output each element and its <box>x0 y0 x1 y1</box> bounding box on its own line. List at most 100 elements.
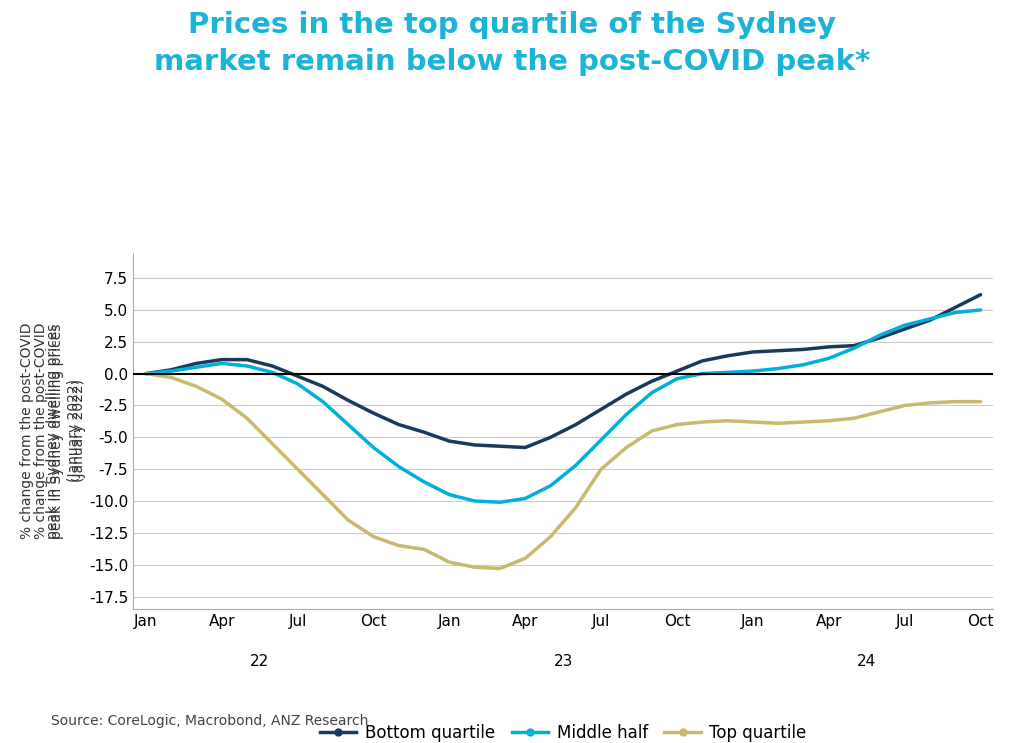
Middle half <box>418 478 430 487</box>
Top quartile <box>746 418 759 426</box>
Y-axis label: % change from the post-COVID
peak in Sydney dwelling prices
(January 2022): % change from the post-COVID peak in Syd… <box>34 322 81 539</box>
Top quartile <box>772 419 784 428</box>
Middle half <box>316 398 329 406</box>
Bottom quartile <box>975 291 987 299</box>
Top quartile <box>418 545 430 554</box>
Middle half <box>392 462 404 471</box>
Top quartile <box>292 464 304 473</box>
Top quartile <box>645 426 657 435</box>
Bottom quartile <box>798 345 810 354</box>
Middle half <box>519 494 531 503</box>
Top quartile <box>165 373 177 382</box>
Middle half <box>671 374 683 383</box>
Bottom quartile <box>165 366 177 374</box>
Line: Middle half: Middle half <box>145 310 981 502</box>
Top quartile <box>266 439 279 448</box>
Text: Source: CoreLogic, Macrobond, ANZ Research: Source: CoreLogic, Macrobond, ANZ Resear… <box>51 714 369 728</box>
Middle half <box>798 360 810 369</box>
Text: % change from the post-COVID: % change from the post-COVID <box>20 322 35 539</box>
Top quartile <box>671 420 683 429</box>
Middle half <box>368 443 380 452</box>
Middle half <box>696 369 709 378</box>
Middle half <box>443 490 456 499</box>
Top quartile <box>519 554 531 562</box>
Top quartile <box>873 407 886 416</box>
Top quartile <box>139 369 152 378</box>
Middle half <box>873 331 886 340</box>
Top quartile <box>443 558 456 567</box>
Bottom quartile <box>292 372 304 380</box>
Top quartile <box>469 562 481 571</box>
Bottom quartile <box>671 366 683 375</box>
Text: 23: 23 <box>554 654 572 669</box>
Bottom quartile <box>494 442 506 451</box>
Middle half <box>241 362 253 371</box>
Middle half <box>266 368 279 377</box>
Bottom quartile <box>519 443 531 452</box>
Top quartile <box>494 564 506 573</box>
Legend: Bottom quartile, Middle half, Top quartile: Bottom quartile, Middle half, Top quarti… <box>313 718 813 743</box>
Middle half <box>645 389 657 398</box>
Top quartile <box>595 464 607 473</box>
Middle half <box>342 420 354 429</box>
Middle half <box>949 308 962 317</box>
Line: Top quartile: Top quartile <box>145 374 981 568</box>
Bottom quartile <box>342 396 354 405</box>
Text: peak in Sydney dwelling prices: peak in Sydney dwelling prices <box>46 323 60 539</box>
Bottom quartile <box>443 437 456 446</box>
Middle half <box>469 496 481 505</box>
Bottom quartile <box>746 348 759 357</box>
Top quartile <box>545 532 557 541</box>
Middle half <box>595 435 607 444</box>
Top quartile <box>848 414 860 423</box>
Bottom quartile <box>949 303 962 312</box>
Middle half <box>292 380 304 389</box>
Top quartile <box>899 401 911 410</box>
Bottom quartile <box>190 359 203 368</box>
Middle half <box>494 498 506 507</box>
Middle half <box>822 354 835 363</box>
Middle half <box>975 305 987 314</box>
Top quartile <box>924 398 936 407</box>
Middle half <box>746 366 759 375</box>
Top quartile <box>975 398 987 406</box>
Text: Prices in the top quartile of the Sydney: Prices in the top quartile of the Sydney <box>188 11 836 39</box>
Bottom quartile <box>722 351 734 360</box>
Bottom quartile <box>848 341 860 350</box>
Text: 24: 24 <box>857 654 877 669</box>
Middle half <box>848 344 860 353</box>
Bottom quartile <box>822 343 835 351</box>
Bottom quartile <box>241 355 253 364</box>
Middle half <box>545 481 557 490</box>
Top quartile <box>621 443 633 452</box>
Middle half <box>215 359 227 368</box>
Text: market remain below the post-COVID peak*: market remain below the post-COVID peak* <box>154 48 870 77</box>
Top quartile <box>215 395 227 403</box>
Bottom quartile <box>772 346 784 355</box>
Middle half <box>190 363 203 372</box>
Top quartile <box>722 416 734 425</box>
Line: Bottom quartile: Bottom quartile <box>145 295 981 447</box>
Top quartile <box>368 532 380 541</box>
Bottom quartile <box>266 362 279 371</box>
Middle half <box>899 321 911 330</box>
Bottom quartile <box>545 433 557 442</box>
Middle half <box>139 369 152 378</box>
Bottom quartile <box>595 405 607 414</box>
Bottom quartile <box>418 428 430 437</box>
Middle half <box>569 461 582 470</box>
Top quartile <box>392 541 404 550</box>
Middle half <box>621 410 633 419</box>
Bottom quartile <box>469 441 481 450</box>
Bottom quartile <box>899 325 911 334</box>
Bottom quartile <box>645 377 657 386</box>
Bottom quartile <box>569 420 582 429</box>
Bottom quartile <box>873 334 886 343</box>
Bottom quartile <box>368 409 380 418</box>
Bottom quartile <box>392 420 404 429</box>
Middle half <box>772 364 784 373</box>
Bottom quartile <box>924 316 936 325</box>
Top quartile <box>949 398 962 406</box>
Top quartile <box>190 382 203 391</box>
Bottom quartile <box>215 355 227 364</box>
